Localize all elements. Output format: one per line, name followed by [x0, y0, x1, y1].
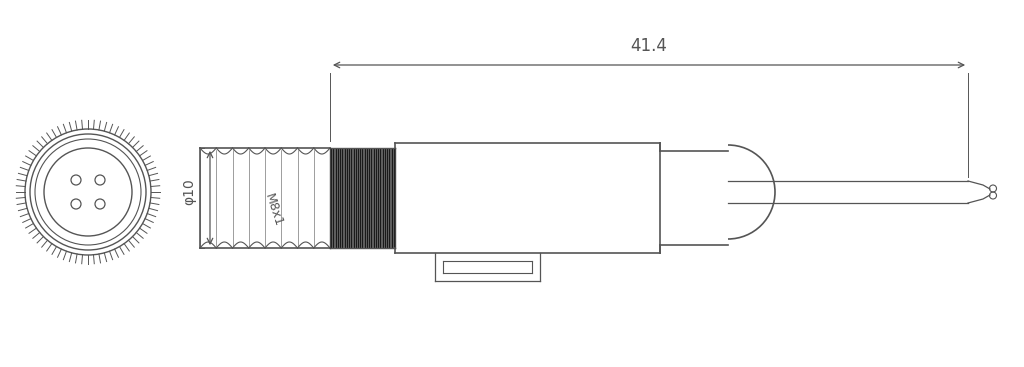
Bar: [330, 148, 395, 248]
Text: 41.4: 41.4: [631, 37, 668, 55]
Text: M8x1: M8x1: [261, 192, 285, 228]
Text: φ10: φ10: [182, 179, 196, 206]
